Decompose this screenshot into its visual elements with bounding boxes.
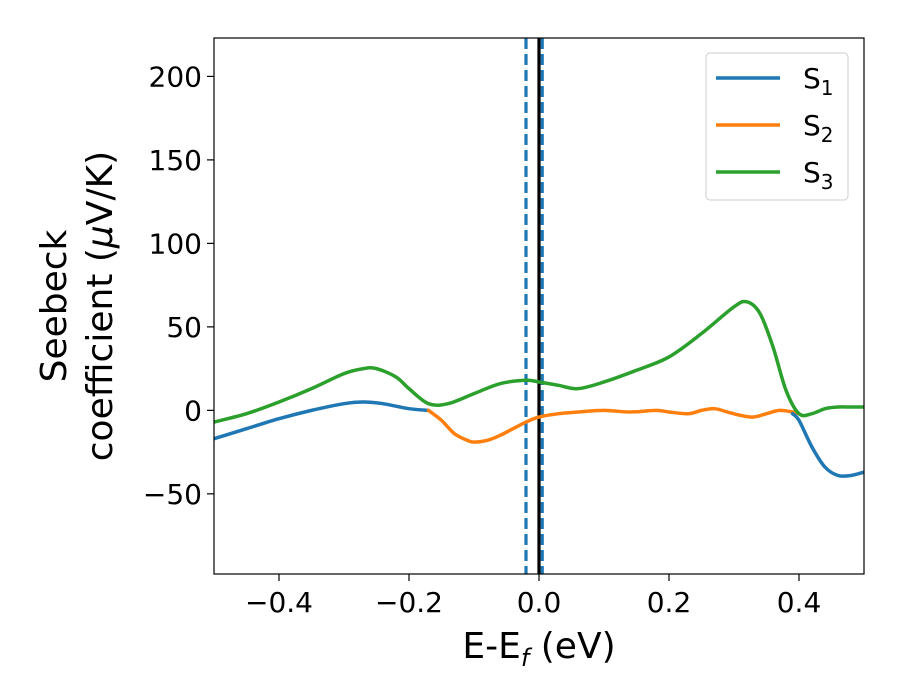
x-tick-label: 0.2	[647, 586, 692, 619]
y-tick-label: 100	[149, 227, 202, 260]
y-axis-title-line1: Seebeck	[34, 229, 75, 382]
y-axis-title-line2: coefficient (μV/K)	[80, 151, 121, 461]
x-tick-label: 0.0	[517, 586, 562, 619]
x-tick-label: 0.4	[777, 586, 822, 619]
y-tick-label: 200	[149, 60, 202, 93]
x-tick-label: −0.4	[245, 586, 313, 619]
series-line-1	[214, 400, 431, 441]
y-tick-label: 50	[166, 311, 202, 344]
y-axis: −50 0 50 100 150 200	[143, 60, 214, 511]
series-line-segment-3	[790, 411, 864, 478]
vertical-lines-layer	[524, 38, 544, 574]
series-line-2	[426, 406, 801, 444]
x-axis: −0.4 −0.2 0.0 0.2 0.4	[245, 574, 821, 619]
y-axis-title: Seebeck coefficient (μV/K)	[34, 151, 121, 461]
x-axis-title: E-Ef (eV)	[462, 626, 615, 672]
legend-label-2: S2	[803, 109, 834, 147]
legend-label-1: S1	[803, 62, 834, 100]
series-layer	[214, 299, 864, 478]
y-tick-label: 150	[149, 144, 202, 177]
y-tick-label: −50	[143, 478, 202, 511]
y-tick-label: 0	[184, 394, 202, 427]
series-line-3	[214, 299, 864, 424]
legend: S1 S2 S3	[705, 52, 849, 201]
x-tick-label: −0.2	[375, 586, 443, 619]
legend-label-3: S3	[803, 156, 834, 194]
